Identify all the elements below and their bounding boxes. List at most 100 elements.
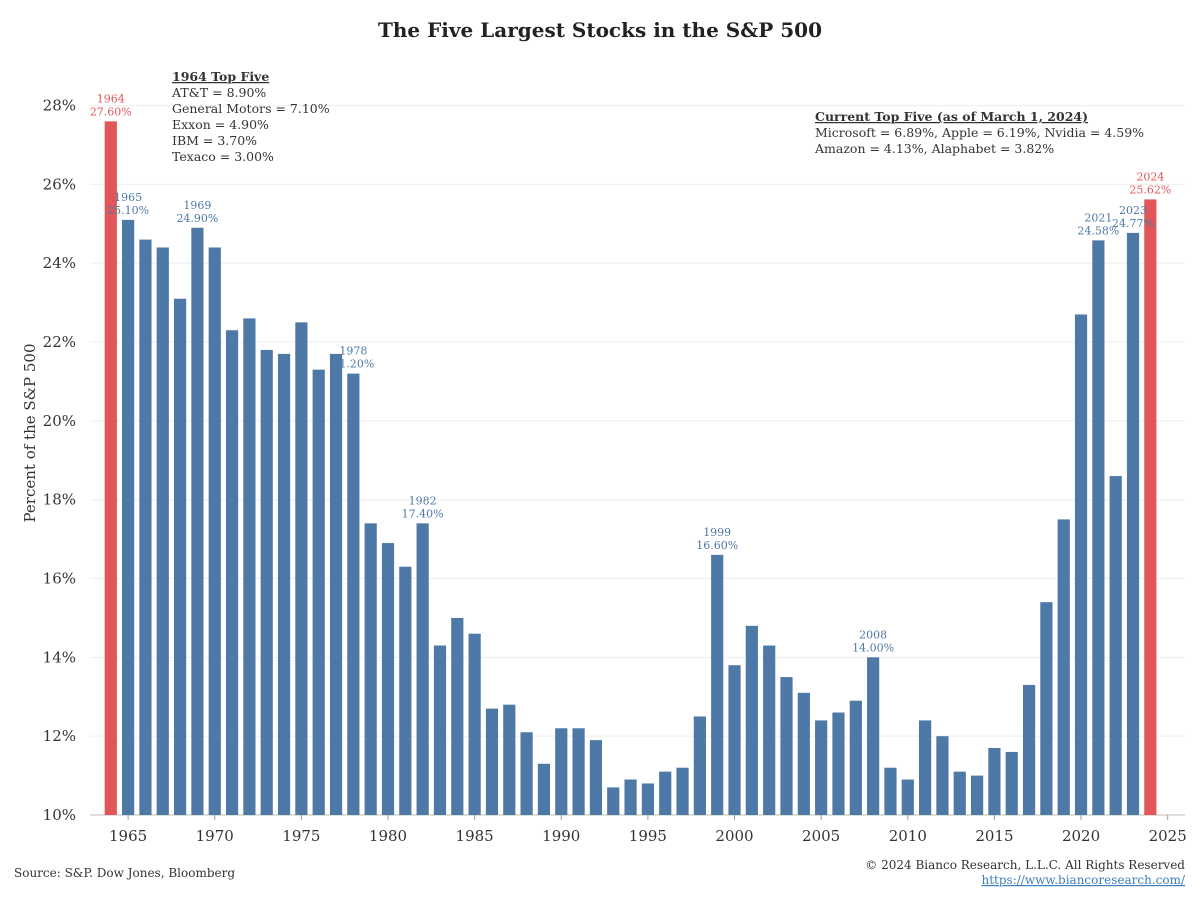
bar-1984 bbox=[451, 617, 464, 815]
x-tick-label: 2000 bbox=[715, 827, 753, 845]
x-tick-labels: 1965 1970 1975 1980 1985 1990 1995 2000 2005 2010… bbox=[109, 815, 1187, 845]
y-tick-label: 10% bbox=[43, 806, 76, 824]
bar-2014 bbox=[970, 775, 984, 815]
y-tick-label: 16% bbox=[43, 570, 76, 588]
bar-2022 bbox=[1109, 476, 1122, 815]
data-label-year: 2023 bbox=[1119, 204, 1147, 217]
bar-2015 bbox=[988, 748, 1001, 815]
bar-1989 bbox=[537, 763, 551, 815]
bar-2010 bbox=[901, 779, 914, 815]
bar-1973 bbox=[260, 349, 273, 815]
bar-2002 bbox=[763, 645, 776, 815]
bar-2000 bbox=[728, 665, 741, 815]
bar-1965 bbox=[122, 219, 135, 815]
y-tick-labels: 10% 12% 14% 16% 18% 20% 22% 24% 26% 28% bbox=[43, 97, 76, 824]
bar-2013 bbox=[953, 771, 966, 815]
bar-1971 bbox=[225, 330, 239, 815]
y-tick-label: 12% bbox=[43, 727, 76, 745]
bar-1992 bbox=[589, 740, 603, 815]
chart-title: The Five Largest Stocks in the S&P 500 bbox=[378, 18, 822, 42]
data-label-value: 25.10% bbox=[107, 204, 149, 217]
bar-2011 bbox=[919, 720, 932, 815]
data-label-value: 21.20% bbox=[332, 358, 374, 371]
data-label-year: 1982 bbox=[409, 494, 437, 507]
bar-1966 bbox=[139, 239, 152, 816]
bar-2012 bbox=[936, 736, 949, 815]
bar-1968 bbox=[173, 298, 187, 816]
x-tick-label: 1980 bbox=[369, 827, 407, 845]
bar-2018 bbox=[1040, 602, 1053, 815]
x-tick-label: 1970 bbox=[196, 827, 234, 845]
x-tick-label: 1995 bbox=[629, 827, 667, 845]
y-tick-label: 26% bbox=[43, 175, 76, 193]
data-label-value: 24.58% bbox=[1077, 224, 1119, 237]
bar-2023 bbox=[1126, 232, 1140, 815]
data-label-year: 1964 bbox=[97, 92, 125, 105]
bar-1974 bbox=[277, 353, 291, 815]
note-1964-line: AT&T = 8.90% bbox=[171, 85, 266, 100]
x-tick-label: 2005 bbox=[802, 827, 840, 845]
bar-1964 bbox=[104, 121, 117, 816]
bar-2021 bbox=[1092, 240, 1105, 815]
bar-1999 bbox=[711, 554, 724, 815]
x-tick-label: 2015 bbox=[975, 827, 1013, 845]
bar-1972 bbox=[243, 318, 256, 815]
x-tick-label: 2010 bbox=[889, 827, 927, 845]
bar-1983 bbox=[433, 645, 447, 815]
note-current-line: Microsoft = 6.89%, Apple = 6.19%, Nvidia… bbox=[815, 125, 1144, 140]
bar-1998 bbox=[693, 716, 706, 815]
note-1964-line: Exxon = 4.90% bbox=[172, 117, 269, 132]
bar-1976 bbox=[312, 369, 325, 815]
x-tick-label: 1965 bbox=[109, 827, 147, 845]
bar-1981 bbox=[399, 566, 412, 815]
data-label-value: 16.60% bbox=[696, 539, 738, 552]
bar-1969 bbox=[191, 227, 204, 815]
bar-2004 bbox=[797, 692, 810, 815]
bar-2024 bbox=[1144, 199, 1157, 815]
bar-2017 bbox=[1022, 684, 1036, 815]
bar-1994 bbox=[624, 779, 637, 815]
bar-2003 bbox=[780, 677, 793, 815]
note-1964-line: General Motors = 7.10% bbox=[172, 101, 330, 116]
data-label-year: 1978 bbox=[339, 345, 367, 358]
note-1964-heading: 1964 Top Five bbox=[172, 69, 269, 84]
bar-1982 bbox=[416, 523, 429, 815]
bar-2007 bbox=[849, 700, 862, 815]
source-note: Source: S&P. Dow Jones, Bloomberg bbox=[14, 866, 235, 880]
note-1964-line: IBM = 3.70% bbox=[172, 133, 257, 148]
data-label-value: 24.90% bbox=[176, 212, 218, 225]
x-tick-label: 2020 bbox=[1062, 827, 1100, 845]
y-tick-label: 18% bbox=[43, 491, 76, 509]
bar-1975 bbox=[295, 322, 308, 815]
bar-2016 bbox=[1005, 751, 1018, 815]
note-1964-top-five: 1964 Top Five AT&T = 8.90% General Motor… bbox=[171, 69, 330, 164]
bar-1979 bbox=[364, 523, 377, 815]
x-tick-label: 1990 bbox=[542, 827, 580, 845]
bar-1986 bbox=[485, 708, 499, 815]
bars bbox=[104, 121, 1157, 816]
bar-1993 bbox=[607, 787, 620, 815]
note-current-heading: Current Top Five (as of March 1, 2024) bbox=[815, 109, 1088, 124]
y-tick-label: 20% bbox=[43, 412, 76, 430]
bar-1987 bbox=[503, 704, 516, 815]
copyright-note: © 2024 Bianco Research, L.L.C. All Right… bbox=[865, 858, 1185, 872]
bar-1978 bbox=[347, 373, 360, 815]
x-tick-label: 2025 bbox=[1149, 827, 1187, 845]
bar-1995 bbox=[641, 783, 654, 815]
bar-2009 bbox=[884, 767, 897, 815]
y-tick-label: 22% bbox=[43, 333, 76, 351]
note-current-line: Amazon = 4.13%, Alaphabet = 3.82% bbox=[814, 141, 1054, 156]
bar-2001 bbox=[745, 625, 758, 815]
bar-1991 bbox=[572, 728, 585, 815]
source-link[interactable]: https://www.biancoresearch.com/ bbox=[981, 873, 1185, 887]
bar-1985 bbox=[468, 633, 481, 815]
data-label-year: 1969 bbox=[183, 199, 211, 212]
data-label-year: 2021 bbox=[1084, 211, 1112, 224]
bar-1977 bbox=[329, 353, 343, 815]
bar-2005 bbox=[815, 720, 828, 815]
bar-2008 bbox=[867, 657, 880, 815]
bar-1970 bbox=[208, 247, 221, 816]
note-1964-line: Texaco = 3.00% bbox=[172, 149, 274, 164]
bar-1990 bbox=[555, 728, 568, 815]
